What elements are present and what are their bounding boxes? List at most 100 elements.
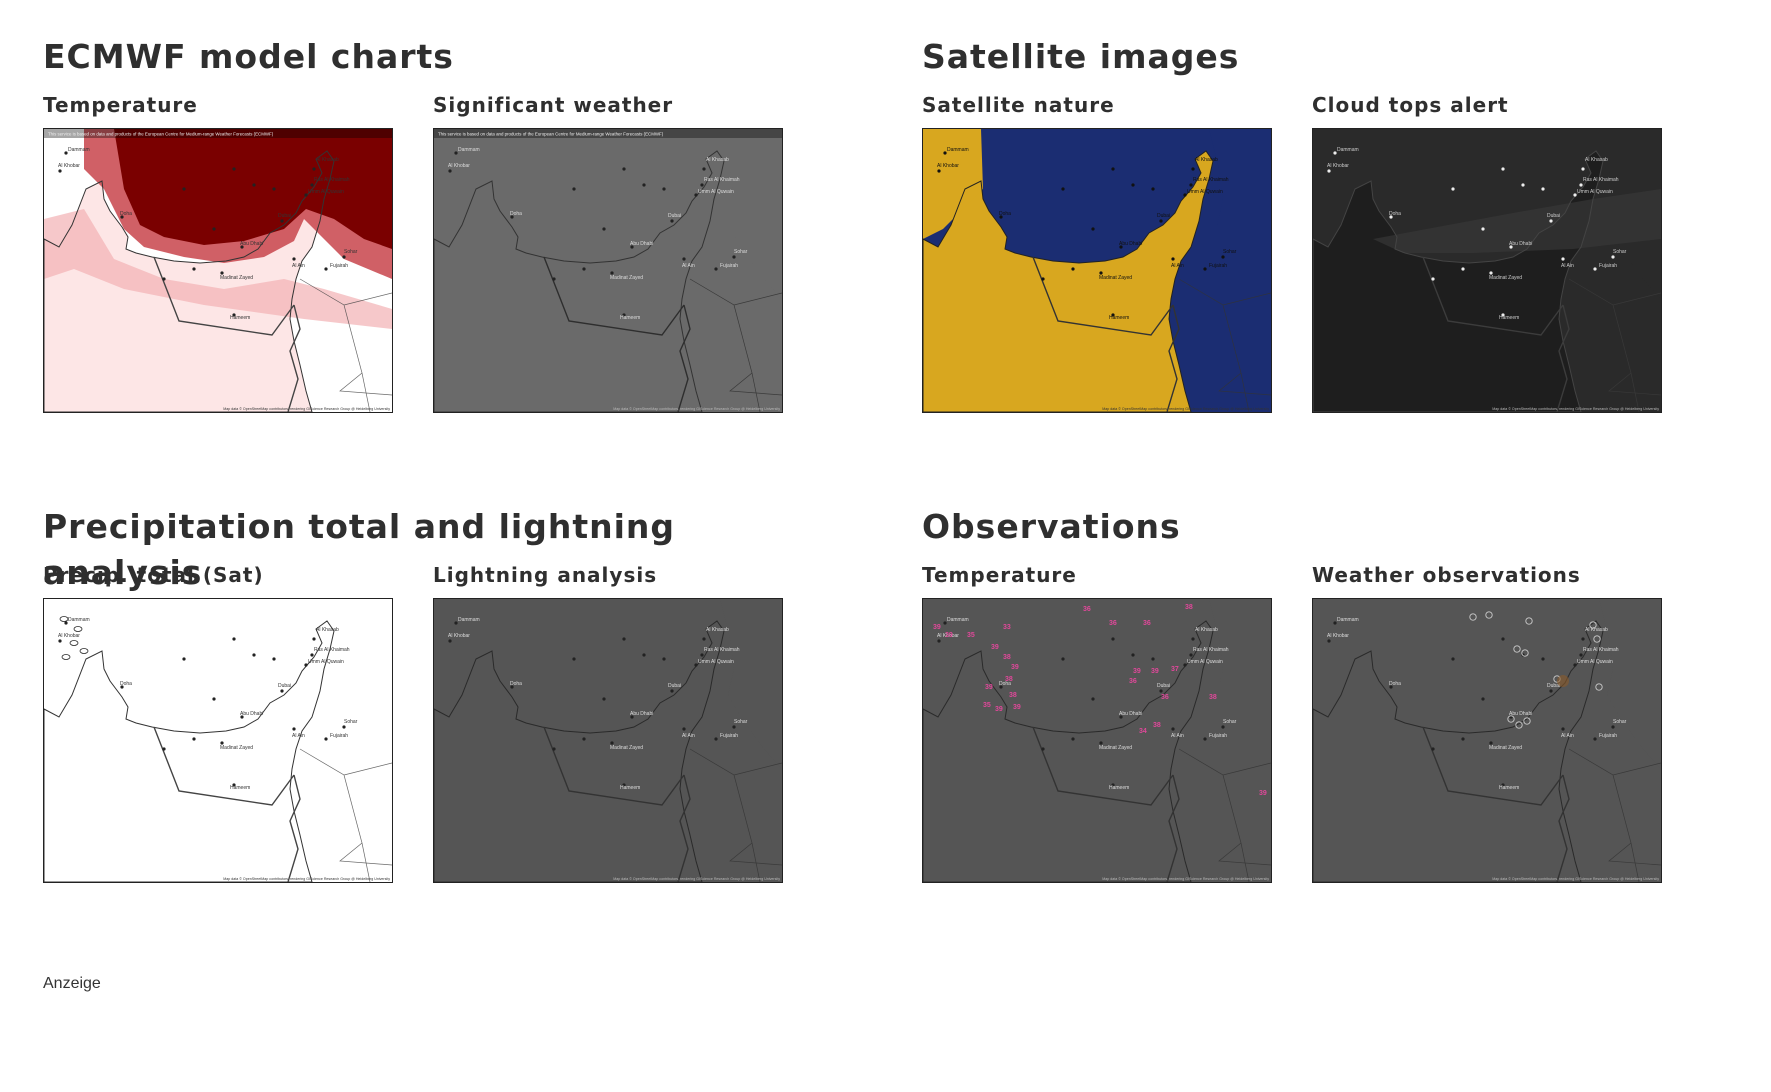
map-image-temperature[interactable]: Dammam Al Khobar Doha Al Khasab Ras Al Khaim…	[43, 128, 393, 413]
card-weather-observations[interactable]: Weather observations Dammam Al Khobar Doha…	[1312, 562, 1662, 883]
map-city-dot	[1451, 657, 1455, 661]
weather-station-symbol	[1589, 621, 1597, 629]
map-city-dot	[1221, 255, 1225, 259]
map-credit: Map data © OpenStreetMap contributors, r…	[1102, 407, 1269, 411]
map-image-significant-weather[interactable]: Dammam Al Khobar Doha Al Khasab Ras Al Khaim…	[433, 128, 783, 413]
card-precip-total[interactable]: Precip. total (Sat) Dammam Al Khobar Doha A…	[43, 562, 393, 883]
map-credit: Map data © OpenStreetMap contributors, r…	[223, 407, 390, 411]
card-lightning-analysis[interactable]: Lightning analysis Dammam Al Khobar Doha Al…	[433, 562, 783, 883]
map-image-cloud-tops[interactable]: Dammam Al Khobar Doha Al Khasab Ras Al Khaim…	[1312, 128, 1662, 413]
map-place-label: Madinat Zayed	[1099, 745, 1132, 751]
map-place-label: Sohar	[734, 249, 748, 255]
weather-station-symbol	[1595, 683, 1603, 691]
card-significant-weather[interactable]: Significant weather Dammam Al Khobar Doha A…	[433, 92, 783, 413]
map-place-label: Dammam	[68, 617, 90, 623]
map-place-label: Umm Al Quwain	[1577, 659, 1613, 665]
map-border	[1032, 256, 1180, 412]
map-place-label: Ras Al Khaimah	[1583, 177, 1619, 183]
obs-temperature-value: 39	[1133, 668, 1141, 675]
map-city-dot	[1061, 657, 1065, 661]
card-observation-temperature[interactable]: Temperature Dammam Al Khobar Doha Al Khasab…	[922, 562, 1272, 883]
map-city-dot	[510, 685, 514, 689]
map-place-label: Sohar	[734, 719, 748, 725]
map-city-dot	[943, 621, 947, 625]
map-city-dot	[1489, 741, 1493, 745]
card-title: Temperature	[43, 93, 198, 117]
map-city-dot	[510, 215, 514, 219]
map-image-lightning[interactable]: Dammam Al Khobar Doha Al Khasab Ras Al Khaim…	[433, 598, 783, 883]
map-land	[1313, 151, 1603, 412]
map-city-dot	[232, 783, 236, 787]
map-city-dot	[1183, 193, 1187, 197]
card-cloud-tops-alert[interactable]: Cloud tops alert Dammam Al Khobar Doha Al K…	[1312, 92, 1662, 413]
map-place-label: Fujairah	[1599, 733, 1617, 739]
map-city-dot	[1333, 151, 1337, 155]
map-border	[1422, 726, 1570, 882]
card-title: Satellite nature	[922, 93, 1115, 117]
map-city-dot	[240, 715, 244, 719]
map-border-minor	[299, 278, 392, 412]
map-city-dot	[1431, 747, 1435, 751]
map-city-dot	[610, 741, 614, 745]
map-place-label: Sohar	[1223, 249, 1237, 255]
map-place-label: Al Khobar	[58, 633, 80, 639]
map-place-label: Al Khasab	[706, 157, 729, 163]
map-city-dot	[552, 747, 556, 751]
map-place-label: Umm Al Quwain	[698, 659, 734, 665]
obs-temperature-value: 33	[1003, 624, 1011, 631]
map-place-label: Al Khasab	[1585, 157, 1608, 163]
map-city-dot	[1481, 697, 1485, 701]
map-city-dot	[1099, 741, 1103, 745]
map-city-dot	[182, 657, 186, 661]
map-city-dot	[622, 167, 626, 171]
map-svg: Dammam Al Khobar Doha Al Khasab Ras Al Khaim…	[923, 129, 1271, 412]
map-city-dot	[342, 255, 346, 259]
map-credit: Map data © OpenStreetMap contributors, r…	[1492, 407, 1659, 411]
map-place-label: Dammam	[458, 147, 480, 153]
map-image-weather-observations[interactable]: Dammam Al Khobar Doha Al Khasab Ras Al Khaim…	[1312, 598, 1662, 883]
obs-temperature-value: 36	[1109, 620, 1117, 627]
map-place-label: Sohar	[344, 719, 358, 725]
map-city-dot	[1091, 227, 1095, 231]
map-svg: Dammam Al Khobar Doha Al Khasab Ras Al Khaim…	[44, 129, 392, 412]
map-land	[434, 151, 724, 412]
map-city-dot	[1333, 621, 1337, 625]
map-city-dot	[1461, 267, 1465, 271]
weather-station-symbol	[1485, 611, 1493, 619]
map-place-label: Dubai	[1547, 213, 1560, 219]
map-city-dot	[630, 715, 634, 719]
map-place-label: Doha	[1389, 681, 1401, 687]
map-city-dot	[630, 245, 634, 249]
map-city-dot	[1041, 747, 1045, 751]
map-border-minor	[1568, 278, 1661, 412]
map-city-dot	[662, 657, 666, 661]
card-ecmwf-temperature[interactable]: Temperature Dammam Al Khobar Doha Al Khasab…	[43, 92, 393, 413]
map-city-dot	[212, 697, 216, 701]
map-image-precip-total[interactable]: Dammam Al Khobar Doha Al Khasab Ras Al Khaim…	[43, 598, 393, 883]
map-image-satellite-nature[interactable]: Dammam Al Khobar Doha Al Khasab Ras Al Khaim…	[922, 128, 1272, 413]
section-title: Precipitation total and lightning analys…	[43, 507, 676, 592]
map-city-dot	[304, 663, 308, 667]
map-credit: Map data © OpenStreetMap contributors, r…	[613, 877, 780, 881]
map-place-label: Dammam	[1337, 617, 1359, 623]
map-place-label: Al Ain	[1561, 263, 1574, 269]
map-border	[543, 256, 691, 412]
map-city-dot	[1593, 267, 1597, 271]
map-city-dot	[1111, 167, 1115, 171]
map-city-dot	[1561, 727, 1565, 731]
map-city-dot	[312, 167, 316, 171]
map-place-label: Umm Al Quwain	[1187, 189, 1223, 195]
card-satellite-nature[interactable]: Satellite nature Dammam Al Khobar Doha Al K…	[922, 92, 1272, 413]
map-city-dot	[1549, 689, 1553, 693]
map-city-dot	[670, 689, 674, 693]
map-place-label: Sohar	[1613, 249, 1627, 255]
section-title: Observations	[922, 507, 1181, 546]
map-city-dot	[220, 271, 224, 275]
map-city-dot	[120, 685, 124, 689]
map-city-dot	[1501, 167, 1505, 171]
map-city-dot	[220, 741, 224, 745]
map-image-observation-temperature[interactable]: Dammam Al Khobar Doha Al Khasab Ras Al Khaim…	[922, 598, 1272, 883]
map-place-label: Umm Al Quwain	[308, 189, 344, 195]
map-place-label: Hameem	[620, 785, 640, 791]
section-title: ECMWF model charts	[43, 37, 454, 76]
